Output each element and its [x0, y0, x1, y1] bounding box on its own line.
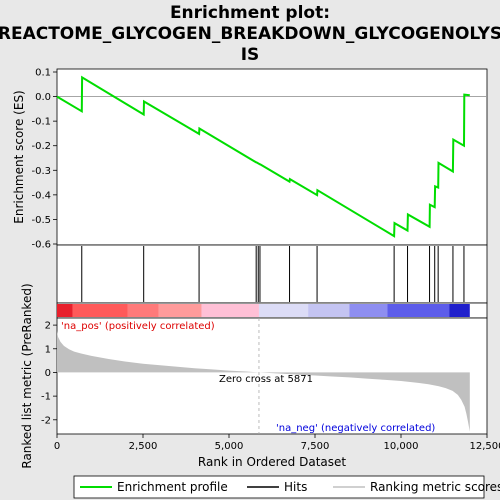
- ranking-y-tick-label: 1: [45, 344, 51, 355]
- ranking-x-axis: 0 2,500 5,000 7,500 10,000 12,500: [54, 434, 500, 452]
- ranking-y-tick-label: 2: [45, 321, 51, 332]
- es-y-tick-label: -0.2: [31, 141, 51, 152]
- es-y-tick-label: 0.1: [35, 68, 51, 79]
- ranking-colorbar: [57, 304, 470, 317]
- colorbar-segment: [258, 304, 309, 317]
- es-y-axis: 0.1 0.0 -0.1 -0.2 -0.3 -0.4 -0.5 -0.6: [31, 68, 57, 251]
- colorbar-segment: [387, 304, 450, 317]
- es-y-tick-label: 0.0: [35, 92, 51, 103]
- x-tick-label: 0: [54, 441, 60, 452]
- colorbar-segment: [57, 304, 73, 317]
- legend-hits-label: Hits: [284, 480, 307, 494]
- colorbar-segment: [72, 304, 128, 317]
- colorbar-segment: [201, 304, 259, 317]
- colorbar-segment: [158, 304, 202, 317]
- colorbar-segment: [308, 304, 350, 317]
- hit-marks: [81, 246, 465, 302]
- ranking-y-tick-label: -2: [41, 415, 51, 426]
- x-axis-label: Rank in Ordered Dataset: [198, 455, 346, 469]
- es-y-tick-label: -0.4: [31, 190, 51, 201]
- legend-enrichment-label: Enrichment profile: [117, 480, 228, 494]
- legend: Enrichment profile Hits Ranking metric s…: [73, 475, 500, 499]
- chart-title-line-1: Enrichment plot:: [170, 3, 330, 23]
- x-tick-label: 12,500: [470, 441, 500, 452]
- x-tick-label: 10,000: [384, 441, 419, 452]
- es-y-axis-label: Enrichment score (ES): [12, 90, 26, 223]
- es-y-tick-label: -0.5: [31, 215, 51, 226]
- zero-cross-label: Zero cross at 5871: [219, 374, 313, 385]
- x-tick-label: 5,000: [215, 441, 244, 452]
- colorbar-segment: [449, 304, 470, 317]
- es-y-tick-label: -0.6: [31, 240, 51, 251]
- chart-title-line-3: IS: [241, 45, 260, 65]
- x-tick-label: 7,500: [301, 441, 330, 452]
- ranking-y-tick-label: -1: [41, 392, 51, 403]
- chart-title-line-2: REACTOME_GLYCOGEN_BREAKDOWN_GLYCOGENOLYS: [0, 24, 500, 44]
- legend-ranking-label: Ranking metric scores: [370, 480, 500, 494]
- positive-correlation-label: 'na_pos' (positively correlated): [61, 321, 215, 332]
- x-tick-label: 2,500: [129, 441, 158, 452]
- es-y-tick-label: -0.3: [31, 166, 51, 177]
- ranking-y-axis: 2 1 0 -1 -2: [41, 321, 57, 426]
- enrichment-panel: [56, 68, 488, 246]
- colorbar-segment: [349, 304, 388, 317]
- es-y-tick-label: -0.1: [31, 117, 51, 128]
- negative-correlation-label: 'na_neg' (negatively correlated): [276, 423, 435, 434]
- hits-panel: [56, 244, 488, 304]
- colorbar-segment: [127, 304, 159, 317]
- ranking-y-axis-label: Ranked list metric (PreRanked): [20, 283, 34, 468]
- enrichment-profile-line: [56, 75, 470, 238]
- ranking-y-tick-label: 0: [45, 368, 51, 379]
